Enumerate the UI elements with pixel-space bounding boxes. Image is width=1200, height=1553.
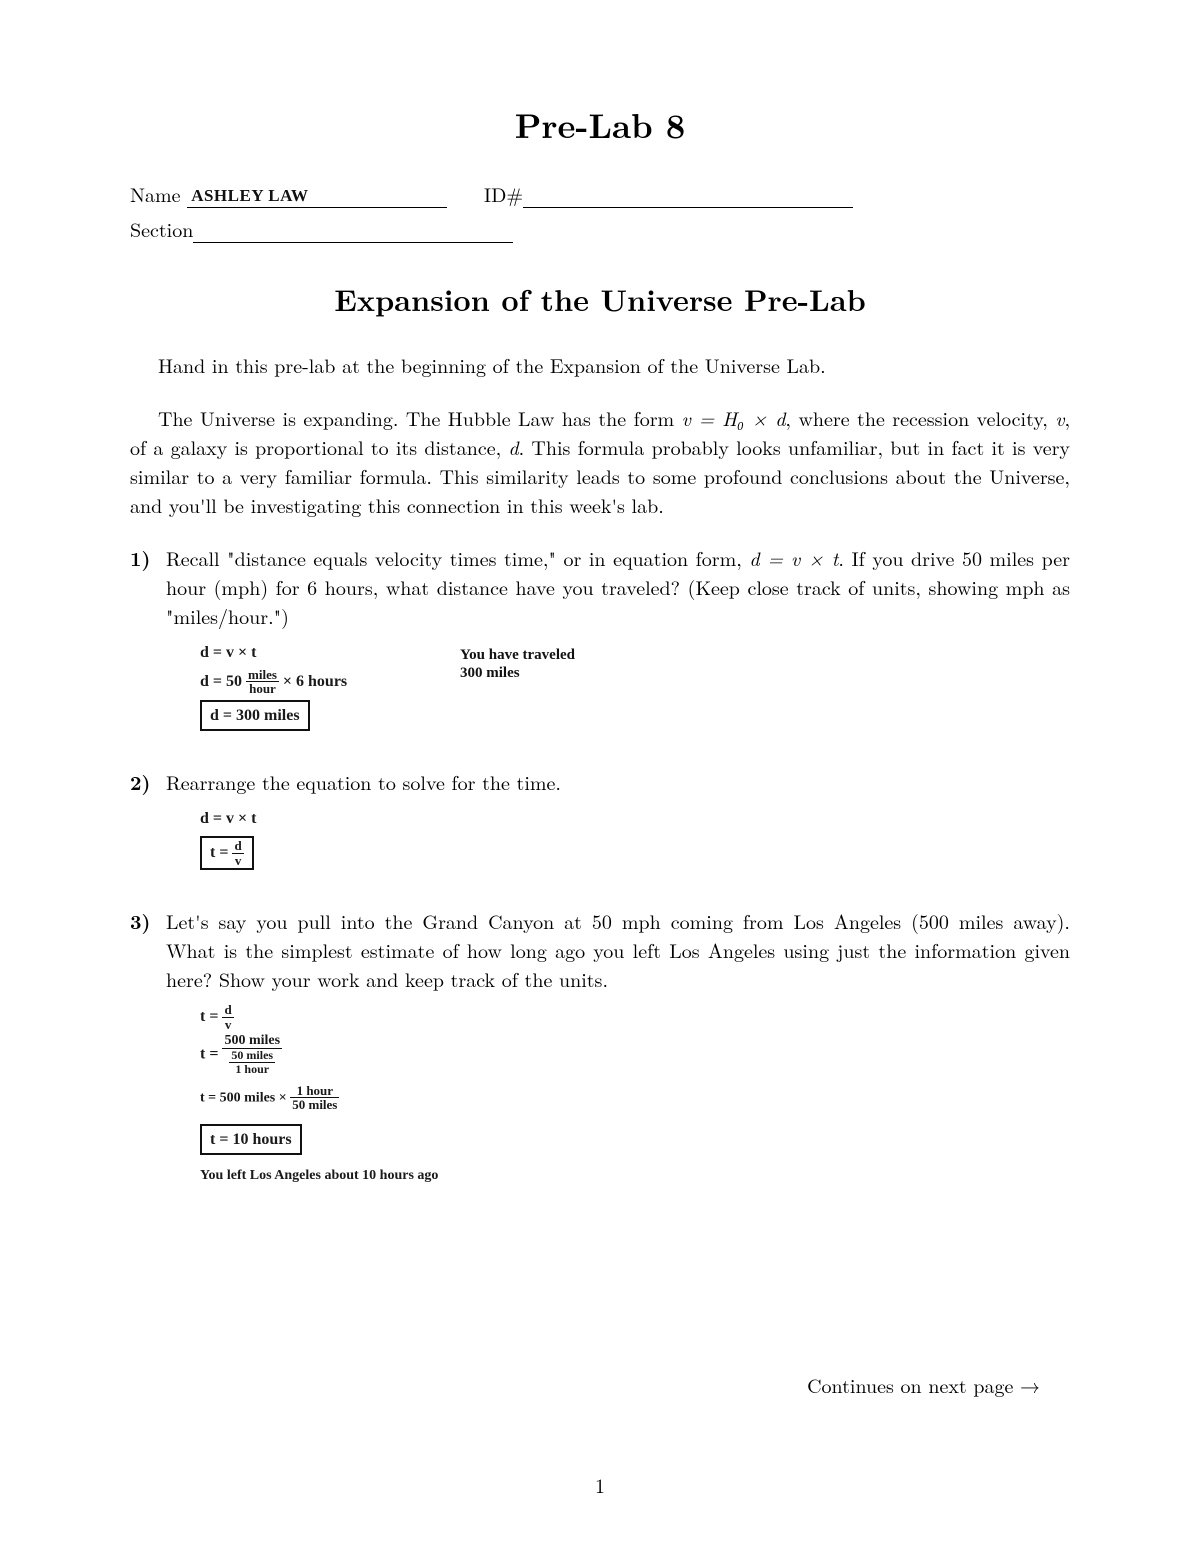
intro-para-2: The Universe is expanding. The Hubble La…	[130, 403, 1070, 519]
q1-text: Recall "distance equals velocity times t…	[166, 543, 1070, 630]
question-2: 2) Rearrange the equation to solve for t…	[130, 767, 1070, 796]
section-field[interactable]	[193, 221, 513, 243]
q3-l2-sub-top: 50 miles	[229, 1049, 275, 1063]
id-field[interactable]	[523, 186, 853, 208]
q3-l2-sub-bot: 1 hour	[229, 1063, 275, 1076]
q1-l2-frac-top: miles	[246, 668, 279, 683]
q1-l2-frac: miles hour	[246, 668, 279, 696]
q1-text-a: Recall "distance equals velocity times t…	[166, 543, 749, 572]
q3-answer-box: t = 10 hours	[200, 1124, 302, 1156]
q1-side-1: You have traveled	[460, 646, 575, 664]
name-field[interactable]: ASHLEY LAW	[187, 186, 447, 208]
q1-l2-frac-bot: hour	[246, 682, 279, 696]
q3-l2-subfrac: 50 miles 1 hour	[229, 1049, 275, 1075]
q3-l2-frac: 500 miles 50 miles 1 hour	[222, 1034, 282, 1076]
q1-formula: d = v × t	[749, 543, 838, 572]
q3-l3-a: t = 500 miles ×	[200, 1090, 290, 1105]
q2-text: Rearrange the equation to solve for the …	[166, 767, 1070, 796]
q3-l1-frac: d v	[222, 1003, 233, 1031]
name-value: ASHLEY LAW	[191, 186, 308, 206]
q2-number: 2)	[130, 767, 166, 796]
q1-l2-b: × 6 hours	[283, 672, 347, 689]
name-row: Name ASHLEY LAW ID#	[130, 179, 1070, 208]
question-1: 1) Recall "distance equals velocity time…	[130, 543, 1070, 630]
q3-text: Let's say you pull into the Grand Canyon…	[166, 906, 1070, 993]
intro2-text-a: The Universe is expanding. The Hubble La…	[158, 403, 682, 432]
q3-l3-frac-top: 1 hour	[290, 1084, 339, 1099]
hubble-formula: v = H₀ × d	[682, 403, 786, 432]
q1-line1: d = v × t	[200, 640, 1070, 666]
section-row: Section	[130, 214, 1070, 243]
continues-note: Continues on next page →	[807, 1370, 1040, 1399]
q2-l2-a: t =	[210, 844, 232, 861]
question-3: 3) Let's say you pull into the Grand Can…	[130, 906, 1070, 993]
q3-work: t = d v t = 500 miles 50 miles 1 hour t …	[200, 1003, 1070, 1187]
q3-line3: t = 500 miles × 1 hour 50 miles	[200, 1084, 1070, 1112]
q2-work: d = v × t t = d v	[200, 806, 1070, 872]
q2-l2-frac: d v	[232, 839, 243, 867]
q3-l2-frac-top: 500 miles	[222, 1034, 282, 1050]
section-label: Section	[130, 214, 193, 243]
q3-l2-a: t =	[200, 1045, 222, 1062]
q3-l1-a: t =	[200, 1008, 222, 1025]
q3-l1-frac-top: d	[222, 1003, 233, 1018]
q2-l2-frac-bot: v	[232, 854, 243, 868]
id-label: ID#	[477, 179, 523, 208]
q3-number: 3)	[130, 906, 166, 993]
q1-number: 1)	[130, 543, 166, 630]
sym-d: d	[508, 432, 518, 461]
intro-para-1: Hand in this pre-lab at the beginning of…	[130, 350, 1070, 379]
q2-l2-frac-top: d	[232, 839, 243, 854]
q1-side-2: 300 miles	[460, 664, 575, 682]
q1-line2: d = 50 miles hour × 6 hours	[200, 668, 1070, 696]
page-title: Pre-Lab 8	[130, 100, 1070, 149]
subtitle: Expansion of the Universe Pre-Lab	[130, 277, 1070, 320]
q3-l1-frac-bot: v	[222, 1018, 233, 1032]
intro2-text-b: , where the recession velocity,	[785, 403, 1055, 432]
q3-l3-frac: 1 hour 50 miles	[290, 1084, 339, 1112]
q1-side-note: You have traveled 300 miles	[460, 646, 575, 682]
q2-line1: d = v × t	[200, 806, 1070, 832]
q2-answer-box: t = d v	[200, 836, 254, 870]
q3-conclusion: You left Los Angeles about 10 hours ago	[200, 1165, 1070, 1187]
q3-line1: t = d v	[200, 1003, 1070, 1031]
q1-l2-a: d = 50	[200, 672, 246, 689]
page-number: 1	[595, 1470, 605, 1499]
q1-answer-box: d = 300 miles	[200, 700, 310, 732]
q3-l2-frac-bot: 50 miles 1 hour	[222, 1049, 282, 1075]
q1-work: d = v × t d = 50 miles hour × 6 hours d …	[200, 640, 1070, 733]
q3-l3-frac-bot: 50 miles	[290, 1098, 339, 1112]
q3-line2: t = 500 miles 50 miles 1 hour	[200, 1034, 1070, 1076]
name-label: Name	[130, 179, 187, 208]
